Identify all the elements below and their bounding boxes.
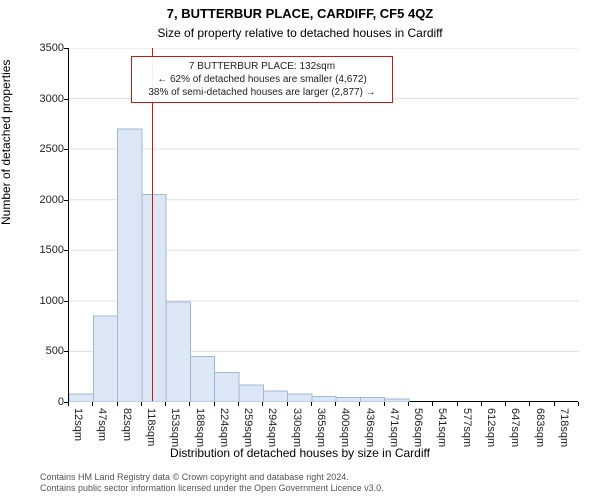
x-tick-mark xyxy=(68,402,69,406)
x-tick-mark xyxy=(117,402,118,406)
footer: Contains HM Land Registry data © Crown c… xyxy=(40,472,384,495)
x-tick-mark xyxy=(165,402,166,406)
x-tick-label: 718sqm xyxy=(558,408,570,447)
x-tick-mark xyxy=(432,402,433,406)
y-tick-label: 1000 xyxy=(4,295,64,307)
bar xyxy=(288,394,312,402)
x-tick-label: 12sqm xyxy=(72,408,84,441)
x-tick-label: 188sqm xyxy=(194,408,206,447)
annotation-box: 7 BUTTERBUR PLACE: 132sqm ← 62% of detac… xyxy=(131,56,393,103)
bar xyxy=(166,302,190,402)
bar xyxy=(312,396,336,402)
x-tick-label: 365sqm xyxy=(315,408,327,447)
x-tick-mark xyxy=(335,402,336,406)
bar xyxy=(336,397,360,402)
x-tick-label: 224sqm xyxy=(218,408,230,447)
x-tick-label: 471sqm xyxy=(388,408,400,447)
x-tick-mark xyxy=(408,402,409,406)
x-tick-label: 330sqm xyxy=(291,408,303,447)
x-tick-mark xyxy=(481,402,482,406)
x-tick-label: 577sqm xyxy=(461,408,473,447)
bar xyxy=(360,397,384,402)
x-tick-label: 118sqm xyxy=(145,408,157,446)
title-main: 7, BUTTERBUR PLACE, CARDIFF, CF5 4QZ xyxy=(0,6,600,21)
x-tick-mark xyxy=(505,402,506,406)
bar xyxy=(239,385,263,402)
annotation-line-2: ← 62% of detached houses are smaller (4,… xyxy=(138,73,386,86)
x-tick-mark xyxy=(359,402,360,406)
x-tick-mark xyxy=(554,402,555,406)
x-tick-mark xyxy=(262,402,263,406)
title-sub: Size of property relative to detached ho… xyxy=(0,26,600,40)
chart-container: 7, BUTTERBUR PLACE, CARDIFF, CF5 4QZ Siz… xyxy=(0,0,600,500)
x-tick-mark xyxy=(529,402,530,406)
y-tick-label: 2500 xyxy=(4,143,64,155)
x-tick-label: 47sqm xyxy=(96,408,108,441)
x-tick-label: 541sqm xyxy=(436,408,448,447)
y-tick-label: 0 xyxy=(4,396,64,408)
x-tick-mark xyxy=(189,402,190,406)
bars xyxy=(69,129,409,402)
bar xyxy=(215,373,239,402)
x-tick-label: 400sqm xyxy=(339,408,351,447)
x-tick-label: 612sqm xyxy=(485,408,497,447)
footer-line-1: Contains HM Land Registry data © Crown c… xyxy=(40,472,384,483)
x-tick-label: 259sqm xyxy=(242,408,254,447)
x-tick-mark xyxy=(287,402,288,406)
x-tick-mark xyxy=(311,402,312,406)
x-tick-label: 647sqm xyxy=(509,408,521,447)
x-tick-mark xyxy=(578,402,579,406)
x-tick-label: 506sqm xyxy=(412,408,424,447)
x-tick-mark xyxy=(214,402,215,406)
bar xyxy=(118,129,142,402)
y-tick-label: 500 xyxy=(4,345,64,357)
bar xyxy=(93,316,117,402)
annotation-line-1: 7 BUTTERBUR PLACE: 132sqm xyxy=(138,60,386,73)
bar xyxy=(385,399,409,402)
y-tick-label: 2000 xyxy=(4,194,64,206)
y-tick-label: 1500 xyxy=(4,244,64,256)
bar xyxy=(190,356,214,402)
x-tick-mark xyxy=(141,402,142,406)
x-tick-label: 82sqm xyxy=(121,408,133,441)
x-tick-mark xyxy=(238,402,239,406)
footer-line-2: Contains public sector information licen… xyxy=(40,483,384,494)
bar xyxy=(142,195,166,402)
y-tick-label: 3000 xyxy=(4,93,64,105)
x-tick-label: 294sqm xyxy=(266,408,278,447)
bar xyxy=(69,394,93,402)
x-tick-mark xyxy=(92,402,93,406)
x-tick-label: 436sqm xyxy=(364,408,376,447)
x-tick-mark xyxy=(384,402,385,406)
x-tick-mark xyxy=(457,402,458,406)
plot-area: 7 BUTTERBUR PLACE: 132sqm ← 62% of detac… xyxy=(68,48,578,402)
bar xyxy=(263,391,287,402)
annotation-line-3: 38% of semi-detached houses are larger (… xyxy=(138,86,386,99)
x-axis-label: Distribution of detached houses by size … xyxy=(0,446,600,460)
y-tick-label: 3500 xyxy=(4,42,64,54)
x-tick-label: 153sqm xyxy=(169,408,181,447)
x-tick-label: 683sqm xyxy=(534,408,546,447)
